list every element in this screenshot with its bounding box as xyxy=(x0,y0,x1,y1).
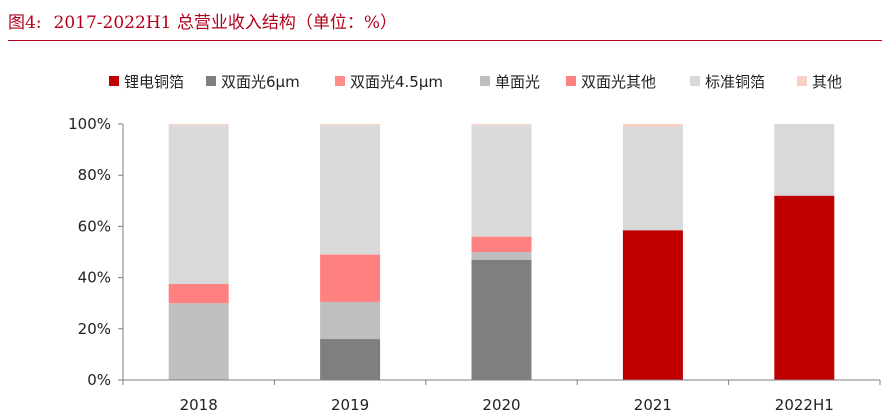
figure-title: 图4: 2017-2022H1 总营业收入结构（单位：%） xyxy=(8,8,397,33)
legend-swatch-4 xyxy=(566,76,576,86)
bar-2019-series-1 xyxy=(320,339,381,380)
bar-2020-series-6 xyxy=(471,124,532,126)
x-tick-label-1: 2019 xyxy=(331,396,369,414)
bar-2019-series-4 xyxy=(320,254,381,302)
y-tick-label-2: 40% xyxy=(78,269,111,287)
y-tick-label-5: 100% xyxy=(68,115,111,133)
legend-label-0: 锂电铜箔 xyxy=(124,73,184,91)
legend-label-4: 双面光其他 xyxy=(581,73,656,91)
bar-2022H1-series-0 xyxy=(774,195,835,380)
legend-label-2: 双面光4.5μm xyxy=(350,73,443,91)
legend-label-3: 单面光 xyxy=(495,73,540,91)
bar-2018-series-6 xyxy=(168,124,229,126)
legend-label-6: 其他 xyxy=(812,73,842,91)
y-tick-label-3: 60% xyxy=(78,217,111,235)
bar-2021-series-6 xyxy=(622,124,683,127)
legend-swatch-6 xyxy=(797,76,807,86)
x-tick-label-3: 2021 xyxy=(634,396,672,414)
bar-2018-series-5 xyxy=(168,125,229,284)
bar-2020-series-3 xyxy=(471,252,532,260)
bar-2020-series-5 xyxy=(471,125,532,237)
bar-2019-series-6 xyxy=(320,124,381,126)
bars xyxy=(168,124,835,380)
x-tick-label-2: 2020 xyxy=(482,396,520,414)
figure-label: 图4: xyxy=(8,13,42,33)
legend-swatch-2 xyxy=(335,76,345,86)
y-axis: 0% 20% 40% 60% 80% 100% xyxy=(68,115,124,389)
bar-2021-series-0 xyxy=(622,230,683,380)
bar-2020-series-1 xyxy=(471,259,532,380)
bar-2018-series-3 xyxy=(168,303,229,380)
legend-label-5: 标准铜箔 xyxy=(705,73,765,91)
bar-2020-series-4 xyxy=(471,236,532,252)
legend-swatch-0 xyxy=(109,76,119,86)
bar-2022H1-series-5 xyxy=(774,124,835,196)
y-tick-label-4: 80% xyxy=(78,166,111,184)
x-tick-label-0: 2018 xyxy=(180,396,218,414)
bar-2021-series-5 xyxy=(622,126,683,231)
title-rule xyxy=(8,40,882,41)
bar-2018-series-4 xyxy=(168,284,229,304)
bar-2019-series-5 xyxy=(320,125,381,255)
y-tick-label-0: 0% xyxy=(87,371,111,389)
bar-2019-series-3 xyxy=(320,301,381,340)
legend-swatch-3 xyxy=(480,76,490,86)
legend-swatch-1 xyxy=(206,76,216,86)
legend: 锂电铜箔 双面光6μm 双面光4.5μm 单面光 双面光其他 标准铜箔 其他 xyxy=(109,73,842,91)
x-tick-label-4: 2022H1 xyxy=(775,396,834,414)
y-tick-label-1: 20% xyxy=(78,320,111,338)
legend-label-1: 双面光6μm xyxy=(221,73,300,91)
legend-swatch-5 xyxy=(690,76,700,86)
figure-title-text: 2017-2022H1 总营业收入结构（单位：%） xyxy=(53,13,398,33)
x-axis: 2018 2019 2020 2021 2022H1 xyxy=(122,379,881,414)
